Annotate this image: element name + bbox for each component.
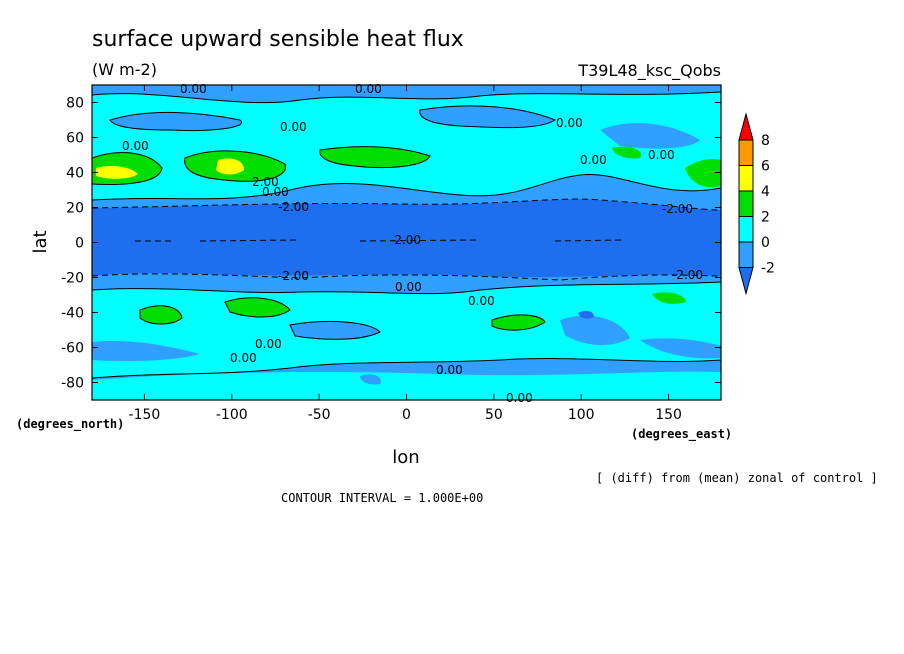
x-tick-label: 100 <box>568 407 595 423</box>
contour-label: 0.00 <box>355 82 382 96</box>
region-green-south-2 <box>225 297 290 317</box>
contour-label: -2.00 <box>278 200 309 214</box>
diff-note: [ (diff) from (mean) zonal of control ] <box>596 471 878 485</box>
colorbar-label: 2 <box>761 210 770 226</box>
contour-label: 0.00 <box>468 294 495 308</box>
contour-label: 0.00 <box>556 116 583 130</box>
contour-label: 0.00 <box>255 337 282 351</box>
colorbar-label: 8 <box>761 133 770 149</box>
x-tick-label: 50 <box>485 407 503 423</box>
contour-labels: 0.00 0.00 0.00 0.00 0.00 0.00 0.00 2.00 … <box>122 82 703 405</box>
colorbar-box <box>738 165 754 192</box>
y-tick-label: 20 <box>66 201 84 217</box>
region-blue-north-2 <box>419 105 555 128</box>
x-axis: -150 -100 -50 0 50 100 150 <box>129 85 682 423</box>
y-tick-label: 40 <box>66 166 84 182</box>
colorbar-box <box>738 190 754 217</box>
contour-label: 0.00 <box>262 185 289 199</box>
region-deepblue-equator <box>92 199 721 278</box>
y-unit-label: (degrees_north) <box>16 417 124 432</box>
y-axis: -80 -60 -40 -20 0 20 40 60 80 <box>61 96 721 392</box>
region-yellow-north-2 <box>216 158 244 175</box>
region-green-north-4 <box>685 158 721 188</box>
region-blue-south-3 <box>92 340 200 362</box>
contour-label: 0.00 <box>395 280 422 294</box>
colorbar-box <box>738 241 754 268</box>
x-tick-label: -150 <box>129 407 161 423</box>
contour-label: 0.00 <box>580 153 607 167</box>
contour-label: 0.00 <box>648 148 675 162</box>
colorbar-extend-max <box>738 112 754 141</box>
y-tick-label: -80 <box>61 376 84 392</box>
contour-label: 0.00 <box>280 120 307 134</box>
x-axis-label: lon <box>392 447 419 468</box>
x-tick-label: 150 <box>655 407 682 423</box>
y-tick-label: -60 <box>61 341 84 357</box>
contour-interval: CONTOUR INTERVAL = 1.000E+00 <box>281 491 483 505</box>
y-tick-label: 0 <box>75 236 84 252</box>
x-tick-label: 0 <box>402 407 411 423</box>
x-tick-label: -50 <box>308 407 331 423</box>
colorbar-label: 0 <box>761 235 770 251</box>
region-yellow-north-1 <box>96 166 138 179</box>
colorbar-label: -2 <box>761 261 775 277</box>
region-green-north-3 <box>319 146 430 168</box>
x-unit-label: (degrees_east) <box>631 427 732 442</box>
contour-label: -2.00 <box>672 268 703 282</box>
region-green-south-3 <box>492 314 545 331</box>
region-deepblue-south-spot <box>578 310 594 319</box>
colorbar-box <box>738 216 754 243</box>
colorbar-label: 4 <box>761 184 770 200</box>
contour-label: -2.00 <box>662 202 693 216</box>
colorbar-extend-min <box>738 267 754 296</box>
region-blue-north-1 <box>110 112 242 131</box>
region-green-south-1 <box>140 305 182 324</box>
contours-dashed <box>92 198 721 281</box>
region-green-south-4 <box>652 292 686 304</box>
chart-units: (W m-2) <box>92 60 157 79</box>
region-blue-south-2 <box>560 315 630 346</box>
region-blue-north-3 <box>600 123 700 149</box>
contour-label: 0.00 <box>506 391 533 405</box>
contour-label: -2.00 <box>278 269 309 283</box>
y-tick-label: -40 <box>61 306 84 322</box>
y-axis-label: lat <box>30 230 51 253</box>
contour-label: -2.00 <box>390 233 421 247</box>
run-name: T39L48_ksc_Qobs <box>577 61 721 81</box>
colorbar-label: 6 <box>761 159 770 175</box>
region-green-north-5 <box>612 146 641 159</box>
y-tick-label: -20 <box>61 271 84 287</box>
chart-title: surface upward sensible heat flux <box>92 27 464 52</box>
contour-label: 0.00 <box>436 363 463 377</box>
contour-label: 0.00 <box>230 351 257 365</box>
y-tick-label: 60 <box>66 131 84 147</box>
contour-label: 0.00 <box>180 82 207 96</box>
colorbar: 8 6 4 2 0 -2 <box>738 112 775 296</box>
plot-area <box>92 85 721 400</box>
y-tick-label: 80 <box>66 96 84 112</box>
region-blue-south-5 <box>360 374 381 385</box>
colorbar-box <box>738 139 754 166</box>
contour-label: 0.00 <box>122 139 149 153</box>
contour-label: 2.00 <box>252 175 279 189</box>
x-tick-label: -100 <box>216 407 248 423</box>
region-blue-south-1 <box>290 321 380 340</box>
contours-solid <box>92 91 721 379</box>
region-blue-south-4 <box>640 338 721 359</box>
region-cyan-south-polar <box>92 371 721 400</box>
